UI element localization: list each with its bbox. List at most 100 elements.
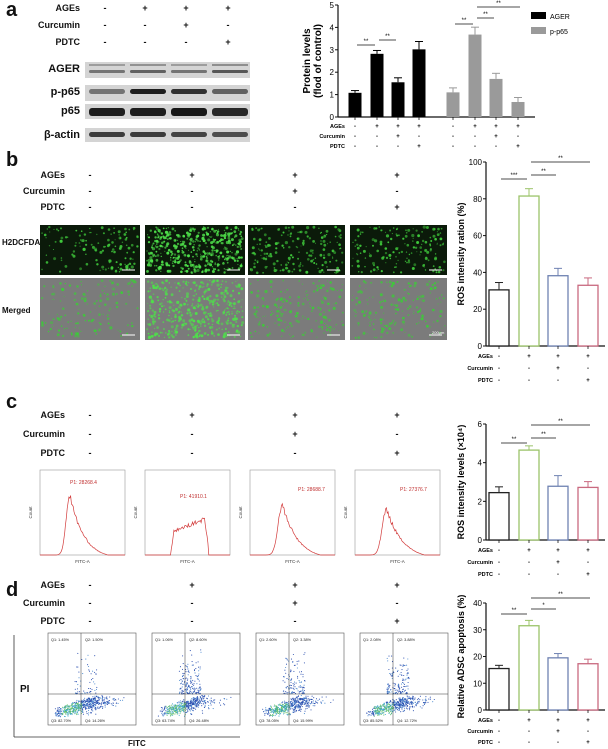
event-dot <box>192 691 195 693</box>
event-dot <box>83 704 85 706</box>
event-dot <box>82 713 84 715</box>
event-dot <box>183 704 185 706</box>
cell-dot <box>123 233 127 236</box>
cell-dot <box>125 231 127 234</box>
cell-dot <box>434 268 437 270</box>
event-dot <box>379 704 381 706</box>
cell-dot <box>111 241 114 244</box>
cell-dot <box>437 270 441 274</box>
event-dot <box>179 700 181 702</box>
event-dot <box>99 702 101 705</box>
cell-dot <box>183 253 187 257</box>
event-dot <box>393 688 395 690</box>
event-dot <box>57 715 60 717</box>
cell-dot <box>260 227 263 230</box>
event-dot <box>167 713 169 715</box>
cell-dot <box>211 235 213 237</box>
cell-dot <box>259 249 261 251</box>
chart-condition-value: + <box>417 144 421 150</box>
event-dot <box>105 702 107 704</box>
cell-dot <box>237 279 239 281</box>
cell-dot <box>193 265 196 269</box>
event-dot <box>164 711 166 714</box>
event-dot <box>189 705 191 707</box>
event-dot <box>179 688 181 690</box>
cell-dot <box>119 267 123 271</box>
event-dot <box>300 673 302 675</box>
event-dot <box>289 702 291 704</box>
cell-dot <box>210 314 213 317</box>
cell-dot <box>368 312 372 316</box>
quadrant-q4-percent: Q4: 14.26% <box>85 719 106 723</box>
event-dot <box>196 683 198 685</box>
blot-band <box>130 64 166 66</box>
event-dot <box>199 689 201 691</box>
cell-dot <box>197 303 199 305</box>
event-dot <box>271 710 273 712</box>
cell-dot <box>304 317 306 319</box>
cell-dot <box>372 244 374 247</box>
cell-dot <box>375 336 378 339</box>
event-dot <box>301 700 303 702</box>
cell-dot <box>220 238 223 242</box>
event-dot <box>95 688 98 690</box>
cell-dot <box>82 247 86 251</box>
event-dot <box>76 714 78 716</box>
event-dot <box>295 682 297 684</box>
cell-dot <box>312 258 315 261</box>
cell-dot <box>369 226 371 228</box>
event-dot <box>433 698 435 701</box>
cell-dot <box>175 324 179 328</box>
cell-dot <box>226 255 228 257</box>
cell-dot <box>60 227 62 230</box>
event-dot <box>401 703 403 705</box>
cell-dot <box>303 297 305 300</box>
event-dot <box>296 697 298 699</box>
cell-dot <box>398 252 401 254</box>
cell-dot <box>181 242 185 246</box>
event-dot <box>196 678 198 680</box>
cell-dot <box>190 311 192 313</box>
cell-dot <box>432 308 435 312</box>
cell-dot <box>391 294 395 298</box>
event-dot <box>373 714 375 716</box>
cell-dot <box>151 309 154 312</box>
event-dot <box>399 698 401 700</box>
event-dot <box>199 696 201 698</box>
event-dot <box>303 662 305 664</box>
cell-dot <box>44 322 47 324</box>
cell-dot <box>161 281 164 284</box>
event-dot <box>305 695 307 697</box>
cell-dot <box>417 234 420 238</box>
cell-dot <box>226 303 228 305</box>
cell-dot <box>442 269 445 272</box>
cell-dot <box>156 296 159 299</box>
event-dot <box>192 703 194 705</box>
event-dot <box>283 706 285 708</box>
cell-dot <box>305 270 309 274</box>
cell-dot <box>289 302 292 305</box>
cell-dot <box>166 269 170 273</box>
event-dot <box>95 713 97 715</box>
cell-dot <box>395 266 398 268</box>
event-dot <box>161 712 163 714</box>
cell-dot <box>192 335 195 339</box>
cell-dot <box>216 320 220 324</box>
cell-dot <box>306 293 309 297</box>
cell-dot <box>277 241 280 245</box>
cell-dot <box>157 317 161 320</box>
event-dot <box>75 711 77 713</box>
event-dot <box>398 709 400 712</box>
event-dot <box>368 711 370 713</box>
cell-dot <box>234 236 236 238</box>
cell-dot <box>218 255 221 257</box>
cell-dot <box>314 257 317 259</box>
event-dot <box>165 705 167 707</box>
event-dot <box>181 705 183 708</box>
cell-dot <box>160 270 162 272</box>
event-dot <box>391 712 393 714</box>
cell-dot <box>84 320 87 322</box>
cell-dot <box>211 318 213 320</box>
cell-dot <box>106 297 110 301</box>
cell-dot <box>209 279 211 282</box>
